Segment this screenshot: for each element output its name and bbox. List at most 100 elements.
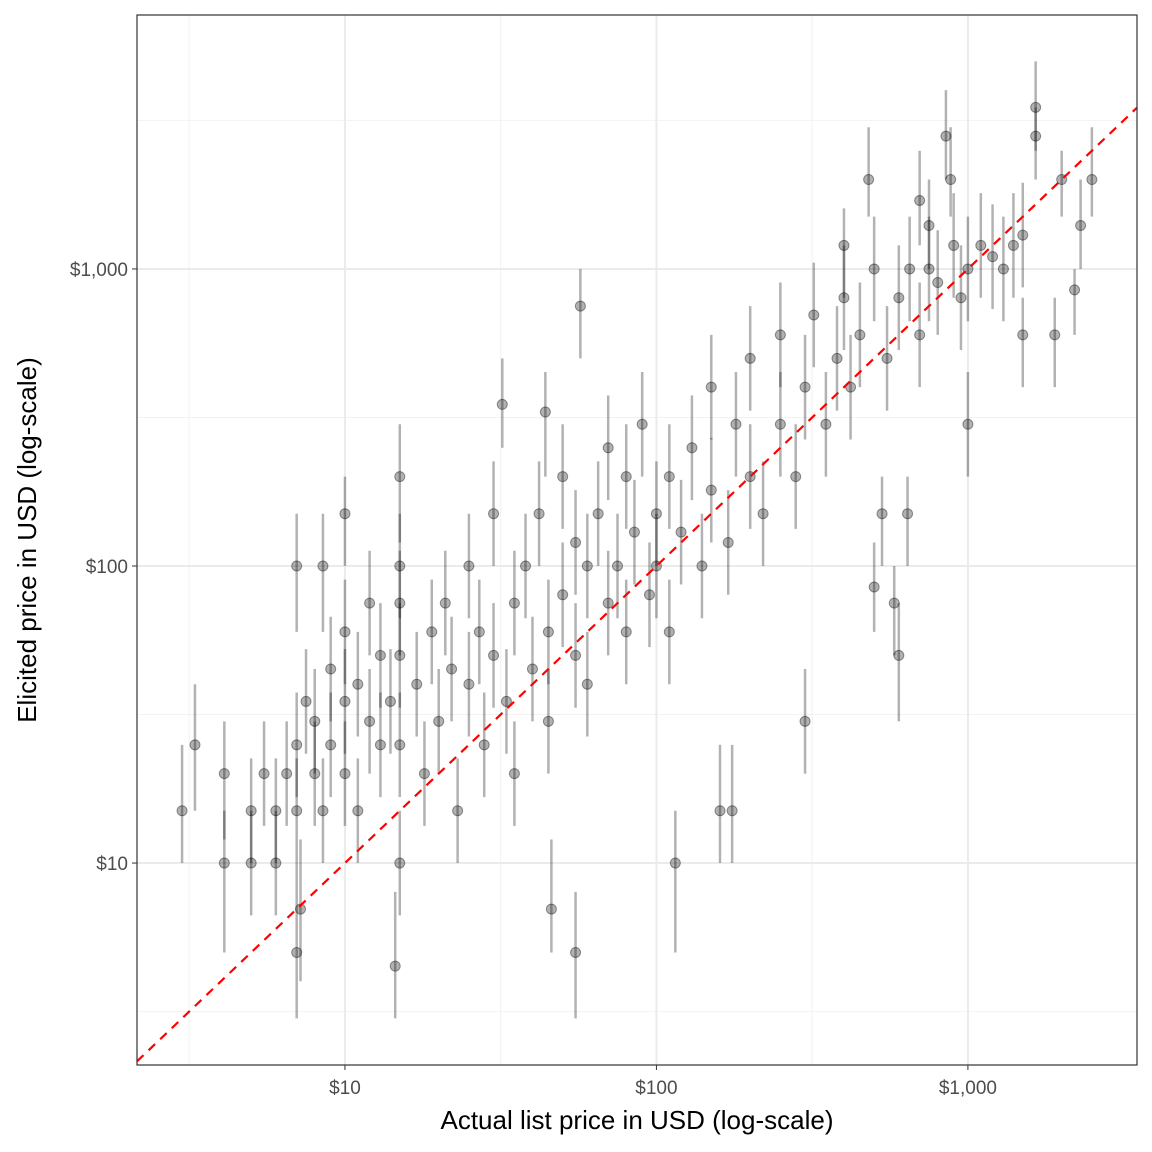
data-point (281, 768, 293, 780)
data-point (663, 471, 675, 483)
data-point (686, 442, 698, 454)
data-point (997, 263, 1009, 275)
data-point (854, 329, 866, 341)
data-point (364, 597, 376, 609)
data-point (394, 597, 406, 609)
data-point (620, 471, 632, 483)
data-point (620, 626, 632, 638)
data-point (987, 251, 999, 263)
data-point (955, 292, 967, 304)
data-point (374, 649, 386, 661)
x-tick-label: $10 (329, 1078, 361, 1099)
data-point (520, 560, 532, 572)
panel-border (136, 14, 1138, 1066)
data-point (722, 536, 734, 548)
data-point (705, 484, 717, 496)
data-point (932, 277, 944, 289)
data-point (394, 560, 406, 572)
data-point (317, 560, 329, 572)
data-point (923, 263, 935, 275)
data-point (643, 589, 655, 601)
data-point (962, 418, 974, 430)
data-point (868, 263, 880, 275)
y-axis-ticks: $10 $100 $1,000 (70, 260, 137, 875)
data-point (508, 597, 520, 609)
data-point (774, 329, 786, 341)
x-axis-ticks: $10 $100 $1,000 (329, 1065, 997, 1099)
data-point (650, 508, 662, 520)
data-point (411, 678, 423, 690)
data-point (1049, 329, 1061, 341)
reference-line-group (136, 106, 1138, 1063)
data-point (1030, 130, 1042, 142)
y-tick-label: $10 (96, 854, 128, 875)
data-point (636, 418, 648, 430)
data-point (975, 239, 987, 251)
data-point (570, 946, 582, 958)
data-point (309, 715, 321, 727)
data-point (663, 626, 675, 638)
data-points (176, 61, 1098, 1019)
data-point (581, 678, 593, 690)
data-point (945, 174, 957, 186)
data-point (394, 739, 406, 751)
data-point (557, 471, 569, 483)
data-point (592, 508, 604, 520)
x-axis-title: Actual list price in USD (log-scale) (440, 1105, 833, 1135)
data-point (478, 739, 490, 751)
data-point (888, 597, 900, 609)
data-point (904, 263, 916, 275)
data-point (317, 805, 329, 817)
data-point (339, 508, 351, 520)
data-point (1086, 174, 1098, 186)
data-point (799, 381, 811, 393)
data-point (881, 352, 893, 364)
data-point (820, 418, 832, 430)
x-tick-label: $1,000 (939, 1078, 997, 1099)
data-point (245, 805, 257, 817)
data-point (948, 239, 960, 251)
data-point (488, 649, 500, 661)
data-point (557, 589, 569, 601)
data-point (726, 805, 738, 817)
data-point (1069, 284, 1081, 296)
data-point (838, 239, 850, 251)
data-point (876, 508, 888, 520)
data-point (364, 715, 376, 727)
data-point (374, 739, 386, 751)
data-point (893, 292, 905, 304)
data-point (696, 560, 708, 572)
data-point (533, 508, 545, 520)
data-point (291, 805, 303, 817)
data-point (245, 857, 257, 869)
data-point (774, 418, 786, 430)
data-point (352, 678, 364, 690)
data-point (508, 768, 520, 780)
data-point (189, 739, 201, 751)
data-point (602, 442, 614, 454)
data-point (1007, 239, 1019, 251)
data-point (270, 857, 282, 869)
data-point (218, 857, 230, 869)
data-point (914, 329, 926, 341)
data-point (291, 739, 303, 751)
data-point (730, 418, 742, 430)
data-point (612, 560, 624, 572)
data-point (831, 352, 843, 364)
data-point (339, 626, 351, 638)
data-point (394, 649, 406, 661)
data-point (352, 805, 364, 817)
data-point (325, 739, 337, 751)
data-point (291, 560, 303, 572)
data-point (628, 526, 640, 538)
data-point (488, 508, 500, 520)
data-point (176, 805, 188, 817)
data-point (526, 663, 538, 675)
data-point (669, 857, 681, 869)
data-point (325, 663, 337, 675)
data-point (426, 626, 438, 638)
data-point (394, 471, 406, 483)
data-point (389, 960, 401, 972)
